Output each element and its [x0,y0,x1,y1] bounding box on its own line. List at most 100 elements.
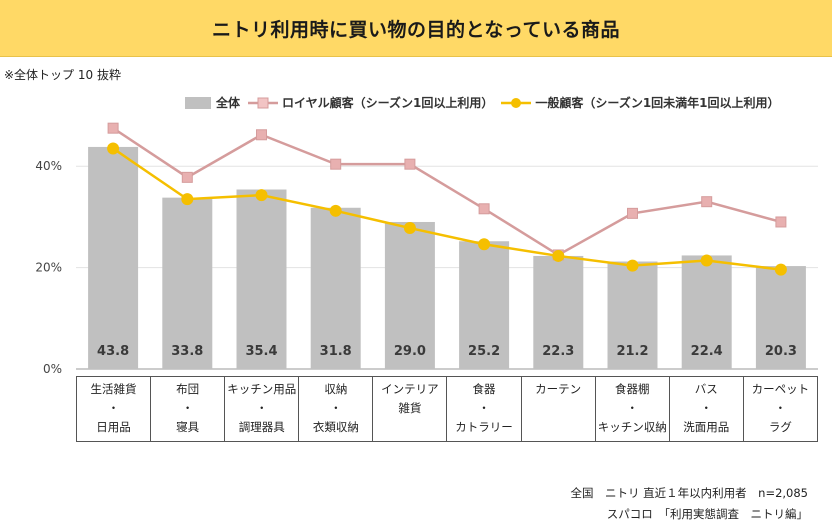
bar-value-label: 31.8 [320,344,352,359]
legend-swatch-loyal [248,97,279,108]
bar-value-label: 21.2 [616,344,648,359]
general-point [403,222,416,235]
x-tick-label: 生活雑貨 [90,382,137,396]
x-tick-label: 洗面用品 [683,420,730,434]
legend-label-loyal: ロイヤル顧客（シーズン1回以上利用） [282,96,494,110]
general-point [626,259,639,272]
x-tick-label: ・ [330,401,342,415]
x-tick-label: 食器棚 [614,382,650,396]
x-tick-label: 衣類収納 [312,420,359,434]
general-line [112,147,782,271]
y-axis-ticks: 0% 20% 40% [35,159,62,376]
legend: 全体 ロイヤル顧客（シーズン1回以上利用） 一般顧客（シーズン1回未満年1回以上… [185,94,788,111]
loyal-point [404,158,416,170]
general-point [329,204,342,217]
title-bar: ニトリ利用時に買い物の目的となっている商品 [0,0,832,57]
loyal-point [701,196,713,208]
legend-swatch-general [501,97,532,108]
loyal-point [256,129,267,141]
y-tick-label: 20% [35,261,62,275]
bar [607,261,658,369]
bar [236,189,287,369]
x-category-cell: 生活雑貨・日用品 [77,377,152,441]
x-tick-label: 雑貨 [398,401,422,415]
x-category-cell: 食器・カトラリー [447,377,522,441]
footer-source: スパコロ 「利用実態調査 ニトリ編」 [606,507,808,521]
x-tick-label: ・ [255,401,268,415]
loyal-point [775,216,787,228]
bar-value-label: 29.0 [394,344,426,359]
x-tick-label: 収納 [324,382,348,396]
bar-value-label: 22.3 [542,344,574,359]
x-tick-label: ・ [107,401,120,415]
x-tick-label: 寝具 [176,420,200,434]
x-tick-label: バス [694,382,718,396]
general-point [255,189,268,202]
x-tick-label: ・ [181,401,194,415]
legend-item-general: 一般顧客（シーズン1回未満年1回以上利用） [501,94,780,111]
x-tick-label: 食器 [472,382,496,396]
x-tick-label: キッチン用品 [227,382,297,396]
x-tick-label: 調理器具 [238,420,285,434]
y-tick-label: 40% [35,159,62,173]
general-point [700,254,713,267]
loyal-point [478,203,490,215]
bar [310,207,361,369]
x-category-cell: キッチン用品・調理器具 [225,377,300,441]
x-tick-label: ・ [774,401,787,415]
x-tick-label: 布団 [176,382,200,396]
loyal-point [181,171,193,183]
bar-value-label: 35.4 [245,344,277,359]
bar-labels: 43.8 33.8 35.4 31.8 29.0 25.2 22.3 21.2 22.4 20.3 [97,344,797,359]
x-category-cell: 収納・衣類収納 [299,377,374,441]
bar [384,221,435,369]
general-series [107,142,787,276]
bar [162,197,213,369]
loyal-point [627,207,638,219]
legend-item-all: 全体 [185,94,240,111]
loyal-line [112,127,782,257]
legend-label-general: 一般顧客（シーズン1回未満年1回以上利用） [535,96,780,110]
general-point [552,249,565,262]
y-tick-label: 0% [43,362,62,376]
x-tick-label: ・ [626,401,638,415]
bar-value-label: 22.4 [691,344,723,359]
x-tick-label: ・ [478,401,490,415]
general-point [107,142,120,155]
bar-value-label: 33.8 [171,344,203,359]
footer-sample: 全国 ニトリ 直近１年以内利用者 n=2,085 [570,486,809,500]
x-tick-label: カーペット [751,382,810,396]
legend-label-all: 全体 [216,96,241,110]
x-tick-label: カーテン [535,382,582,396]
general-point [181,193,194,206]
x-category-cell: 食器棚・キッチン収納 [596,377,670,441]
x-tick-label: カトラリー [455,420,513,434]
chart: 0% 20% 40% 43.8 33.8 35.4 31.8 29.0 25.2 22.3 21.… [35,122,818,376]
loyal-point [107,122,119,134]
bar [755,266,806,369]
bar [459,241,510,369]
category-table: 生活雑貨・日用品 布団・寝具 キッチン用品・調理器具 収納・衣類収納 インテリア 雑貨 食器… [76,376,818,442]
x-category-cell: カーテン [522,377,596,441]
x-tick-label: ラグ [768,420,792,434]
bar-value-label: 20.3 [765,344,797,359]
general-point [478,238,491,251]
legend-swatch-bar [185,96,211,109]
legend-item-loyal: ロイヤル顧客（シーズン1回以上利用） [248,94,493,111]
x-tick-label: 日用品 [96,420,131,434]
bar-value-label: 25.2 [468,344,500,359]
page-title: ニトリ利用時に買い物の目的となっている商品 [212,18,620,41]
loyal-point [330,158,342,170]
bar [88,146,139,369]
x-tick-label: キッチン収納 [597,420,667,434]
x-category-cell: カーペット・ラグ [744,377,817,441]
bar-value-label: 43.8 [97,344,129,359]
x-category-cell: インテリア 雑貨 [373,377,448,441]
x-category-cell: バス・洗面用品 [670,377,744,441]
x-tick-label: インテリア [381,382,439,396]
note-text: ※全体トップ 10 抜粋 [4,68,121,82]
general-point [774,263,787,276]
x-tick-label: ・ [700,401,713,415]
bar [533,255,584,369]
x-category-cell: 布団・寝具 [151,377,226,441]
